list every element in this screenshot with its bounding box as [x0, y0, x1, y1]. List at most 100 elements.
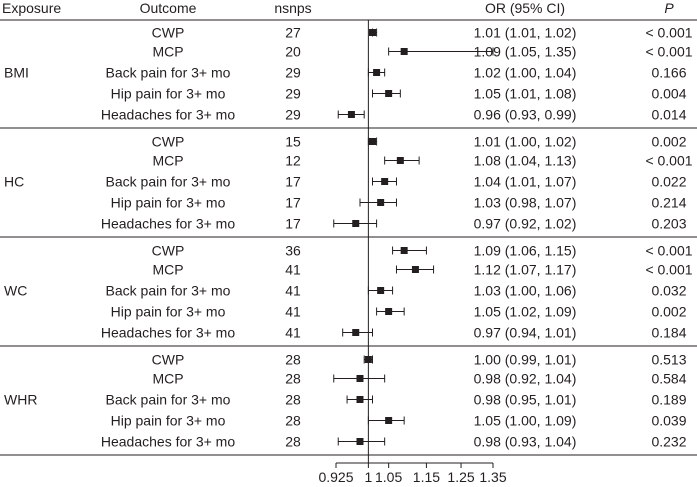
nsnps-value: 17	[285, 174, 301, 190]
point-estimate	[352, 329, 360, 336]
outcome-label: MCP	[152, 44, 183, 60]
nsnps-value: 17	[285, 216, 301, 232]
outcome-label: Back pain for 3+ mo	[106, 65, 231, 81]
nsnps-value: 41	[285, 304, 301, 320]
forest-row-marks	[337, 110, 365, 119]
nsnps-value: 28	[285, 413, 301, 429]
exposure-label: HC	[4, 174, 24, 190]
point-estimate	[356, 396, 364, 403]
outcome-label: Headaches for 3+ mo	[101, 434, 235, 450]
outcome-label: Hip pain for 3+ mo	[111, 195, 226, 211]
forest-row-marks	[367, 68, 386, 77]
forest-row-marks	[388, 47, 494, 56]
outcome-label: CWP	[152, 243, 185, 259]
table-row: Hip pain for 3+ mo 17 1.03 (0.98, 1.07) 0.2…	[111, 195, 687, 211]
or-ci-value: 0.98 (0.95, 1.01)	[474, 392, 577, 408]
nsnps-value: 41	[285, 262, 301, 278]
or-ci-value: 0.98 (0.92, 1.04)	[474, 371, 577, 387]
forest-row-marks	[384, 156, 420, 165]
point-estimate	[385, 308, 393, 315]
or-ci-value: 1.04 (1.01, 1.07)	[474, 174, 577, 190]
or-ci-value: 1.08 (1.04, 1.13)	[474, 153, 577, 169]
x-tick-label: 1.25	[447, 469, 474, 482]
table-row: CWP 27 1.01 (1.01, 1.02) < 0.001	[152, 25, 693, 41]
nsnps-value: 28	[285, 352, 301, 368]
forest-row-marks	[333, 219, 378, 228]
p-value: < 0.001	[645, 243, 692, 259]
or-ci-value: 0.97 (0.92, 1.02)	[474, 216, 577, 232]
point-estimate	[411, 266, 419, 273]
nsnps-value: 28	[285, 434, 301, 450]
nsnps-value: 36	[285, 243, 301, 259]
table-row: Headaches for 3+ mo 28 0.98 (0.93, 1.04) 0.…	[101, 434, 687, 450]
p-value: < 0.001	[645, 153, 692, 169]
outcome-label: Hip pain for 3+ mo	[111, 86, 226, 102]
nsnps-value: 29	[285, 86, 301, 102]
x-tick-label: 1.15	[413, 469, 440, 482]
outcome-label: CWP	[152, 352, 185, 368]
point-estimate	[381, 178, 389, 185]
p-value: 0.513	[651, 352, 686, 368]
nsnps-value: 29	[285, 65, 301, 81]
p-value: 0.184	[651, 325, 686, 341]
header-or-ci: OR (95% CI)	[485, 0, 565, 16]
outcome-label: Hip pain for 3+ mo	[111, 413, 226, 429]
outcome-label: MCP	[152, 262, 183, 278]
or-ci-value: 1.02 (1.00, 1.04)	[474, 65, 577, 81]
outcome-label: CWP	[152, 25, 185, 41]
or-ci-value: 0.97 (0.94, 1.01)	[474, 325, 577, 341]
forest-row-marks	[359, 198, 397, 207]
p-value: 0.166	[651, 65, 686, 81]
forest-row-marks	[372, 89, 401, 98]
forest-row-marks	[342, 328, 374, 337]
exposure-label: BMI	[4, 65, 29, 81]
point-estimate	[373, 69, 381, 76]
or-ci-value: 1.05 (1.01, 1.08)	[474, 86, 577, 102]
point-estimate	[377, 199, 385, 206]
point-estimate	[377, 287, 385, 294]
p-value: < 0.001	[645, 25, 692, 41]
forest-row-marks	[372, 177, 397, 186]
exposure-label: WC	[4, 283, 27, 299]
table-row: CWP 36 1.09 (1.06, 1.15) < 0.001	[152, 243, 693, 259]
p-value: 0.002	[651, 304, 686, 320]
p-value: 0.189	[651, 392, 686, 408]
exposure-label: WHR	[4, 392, 37, 408]
or-ci-value: 1.12 (1.07, 1.17)	[474, 262, 577, 278]
forest-row-marks	[395, 265, 435, 274]
p-value: 0.232	[651, 434, 686, 450]
outcome-label: Headaches for 3+ mo	[101, 107, 235, 123]
point-estimate	[352, 220, 360, 227]
nsnps-value: 41	[285, 283, 301, 299]
header-outcome: Outcome	[140, 0, 197, 16]
point-estimate	[369, 138, 377, 145]
point-estimate	[356, 375, 364, 382]
forest-row-marks	[367, 416, 405, 425]
nsnps-value: 29	[285, 107, 301, 123]
nsnps-value: 12	[285, 153, 301, 169]
table-row: CWP 15 1.01 (1.00, 1.02) 0.002	[152, 134, 687, 150]
or-ci-value: 1.00 (0.99, 1.01)	[474, 352, 577, 368]
p-value: 0.584	[651, 371, 686, 387]
outcome-label: Back pain for 3+ mo	[106, 174, 231, 190]
table-row: MCP 28 0.98 (0.92, 1.04) 0.584	[152, 371, 686, 387]
p-value: 0.022	[651, 174, 686, 190]
point-estimate	[369, 29, 377, 36]
point-estimate	[400, 48, 408, 55]
or-ci-value: 0.96 (0.93, 0.99)	[474, 107, 577, 123]
nsnps-value: 28	[285, 371, 301, 387]
table-row: Hip pain for 3+ mo 41 1.05 (1.02, 1.09) 0.0…	[111, 304, 687, 320]
point-estimate	[347, 111, 355, 118]
p-value: 0.002	[651, 134, 686, 150]
header-exposure: Exposure	[2, 0, 61, 16]
x-tick-label: 1.35	[479, 469, 506, 482]
table-row: CWP 28 1.00 (0.99, 1.01) 0.513	[152, 352, 687, 368]
point-estimate	[385, 90, 393, 97]
x-tick-label: 0.925	[318, 469, 353, 482]
table-row: MCP 41 1.12 (1.07, 1.17) < 0.001	[152, 262, 692, 278]
x-axis: 0.925 1 1.05 1.15 1.25 1.35	[318, 462, 507, 485]
nsnps-value: 17	[285, 195, 301, 211]
or-ci-value: 1.05 (1.00, 1.09)	[474, 413, 577, 429]
